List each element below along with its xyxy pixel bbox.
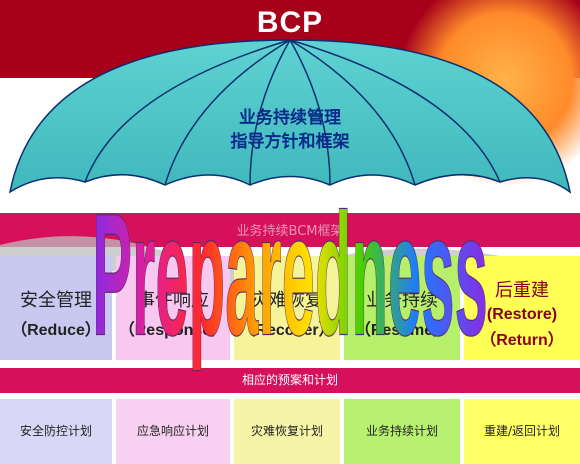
phase-restore: 后重建 (Restore) （Return）	[464, 256, 580, 360]
phase-label-en: （Reduce）	[11, 322, 101, 339]
plan-restore: 重建/返回计划	[464, 399, 580, 464]
phase-label-cn: 灾难恢复	[251, 290, 323, 311]
umbrella-line-1: 业务持续管理	[239, 108, 341, 128]
umbrella-icon	[8, 39, 572, 194]
phase-columns: 安全管理 （Reduce） 事件响应 （Response） 灾难恢复 （Reco…	[0, 256, 580, 360]
framework-band-label: 业务持续BCM框架	[236, 224, 344, 239]
umbrella-caption: 业务持续管理 指导方针和框架	[170, 106, 410, 154]
plan-response: 应急响应计划	[116, 399, 230, 464]
umbrella-line-2: 指导方针和框架	[230, 132, 350, 152]
phase-response: 事件响应 （Response）	[116, 256, 230, 360]
phase-label-en-2: （Return）	[480, 332, 564, 349]
phase-label-en: （Resume）	[354, 322, 450, 339]
phase-label-en: (Restore)	[486, 306, 558, 323]
plan-header: 相应的预案和计划	[0, 368, 580, 393]
plan-reduce: 安全防控计划	[0, 399, 112, 464]
phase-reduce: 安全管理 （Reduce）	[0, 256, 112, 360]
diagram-title: BCP	[256, 6, 324, 39]
phase-label-en: （Recover）	[239, 322, 335, 339]
phase-recover: 灾难恢复 （Recover）	[234, 256, 340, 360]
plan-resume: 业务持续计划	[344, 399, 460, 464]
phase-label-cn: 业务持续	[366, 290, 438, 311]
plan-recover: 灾难恢复计划	[234, 399, 340, 464]
phase-resume: 业务持续 （Resume）	[344, 256, 460, 360]
plan-row: 安全防控计划 应急响应计划 灾难恢复计划 业务持续计划 重建/返回计划	[0, 399, 580, 464]
phase-label-cn: 安全管理	[20, 290, 92, 311]
phase-label-cn: 事件响应	[137, 290, 209, 311]
phase-label-en: （Response）	[118, 322, 228, 339]
phase-label-cn: 后重建	[495, 280, 549, 301]
preparedness-text: Preparedness	[92, 177, 488, 372]
